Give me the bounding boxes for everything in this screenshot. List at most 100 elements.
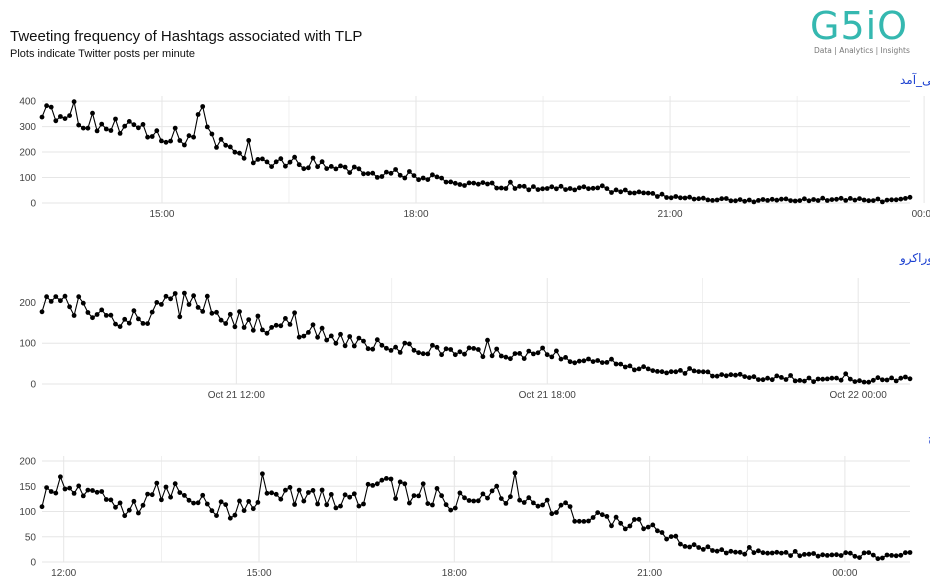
data-point	[774, 197, 780, 203]
data-point	[200, 309, 206, 314]
data-point	[214, 145, 219, 150]
data-point	[214, 513, 219, 518]
data-point	[351, 164, 357, 170]
data-point	[549, 184, 555, 190]
data-point	[342, 164, 348, 170]
data-point	[526, 187, 532, 193]
data-point	[857, 378, 862, 384]
data-point	[843, 371, 849, 377]
data-point	[595, 358, 601, 363]
data-point	[517, 183, 522, 189]
data-point	[237, 498, 242, 504]
data-point	[90, 110, 95, 116]
data-point	[485, 337, 490, 343]
data-point	[126, 507, 132, 513]
data-point	[857, 196, 862, 202]
data-point	[287, 159, 293, 165]
data-point	[306, 330, 311, 335]
data-point	[471, 498, 477, 504]
data-point	[852, 197, 858, 203]
data-point	[650, 522, 656, 528]
data-point	[53, 294, 59, 299]
data-point	[39, 309, 45, 315]
data-point	[80, 125, 86, 131]
data-point	[416, 493, 421, 499]
data-point	[549, 511, 555, 517]
data-point	[462, 183, 467, 188]
data-point	[691, 196, 697, 202]
data-point	[549, 354, 555, 360]
data-point	[452, 352, 458, 358]
y-tick-label: 0	[30, 380, 36, 391]
data-point	[218, 317, 224, 323]
data-point	[388, 476, 394, 482]
data-point	[250, 506, 256, 512]
data-point	[186, 302, 192, 307]
data-point	[439, 175, 444, 181]
data-point	[595, 185, 601, 191]
data-point	[448, 507, 454, 513]
data-point	[705, 369, 711, 375]
data-point	[122, 513, 128, 519]
data-point	[283, 316, 288, 321]
data-point	[90, 315, 95, 321]
data-point	[609, 523, 614, 529]
data-point	[779, 375, 784, 380]
data-point	[760, 197, 766, 202]
data-point	[296, 334, 302, 340]
data-point	[204, 501, 210, 507]
data-point	[728, 198, 734, 204]
data-point	[737, 197, 743, 203]
data-point	[843, 550, 849, 556]
data-point	[159, 497, 164, 503]
data-point	[471, 346, 477, 351]
data-point	[604, 514, 610, 519]
logo-tagline: Data | Analytics | Insights	[814, 46, 910, 55]
data-point	[420, 351, 426, 357]
data-point	[861, 379, 867, 385]
data-point	[664, 195, 669, 200]
data-point	[834, 196, 839, 202]
data-point	[576, 358, 582, 364]
data-point	[751, 550, 757, 556]
data-point	[292, 502, 297, 507]
data-point	[641, 526, 646, 532]
data-point	[319, 325, 325, 331]
data-point	[554, 510, 559, 515]
data-point	[632, 367, 637, 373]
y-tick-label: 300	[19, 122, 36, 133]
data-point	[700, 195, 706, 201]
data-point	[397, 479, 403, 485]
data-point	[126, 119, 132, 124]
data-point	[788, 198, 793, 204]
data-point	[664, 370, 669, 376]
data-point	[62, 293, 68, 299]
data-point	[452, 180, 458, 186]
data-point	[544, 497, 550, 503]
x-tick-label: Oct 22 00:00	[830, 390, 888, 401]
y-tick-label: 200	[19, 148, 36, 159]
data-point	[733, 372, 738, 378]
data-point	[494, 346, 500, 352]
data-point	[489, 180, 495, 186]
data-point	[723, 196, 729, 201]
data-point	[719, 547, 725, 553]
data-point	[627, 523, 633, 529]
data-point	[443, 346, 449, 352]
data-point	[218, 499, 224, 505]
data-point	[544, 352, 550, 358]
data-point	[659, 369, 665, 375]
data-point	[163, 139, 169, 145]
data-point	[407, 341, 412, 347]
data-point	[260, 471, 265, 477]
data-point	[232, 512, 238, 518]
data-point	[802, 196, 807, 202]
data-point	[655, 369, 660, 374]
data-point	[296, 487, 302, 493]
data-point	[301, 166, 307, 172]
data-point	[792, 549, 798, 554]
data-point	[875, 196, 881, 202]
data-point	[172, 481, 178, 487]
data-point	[315, 501, 320, 507]
data-point	[572, 518, 578, 524]
